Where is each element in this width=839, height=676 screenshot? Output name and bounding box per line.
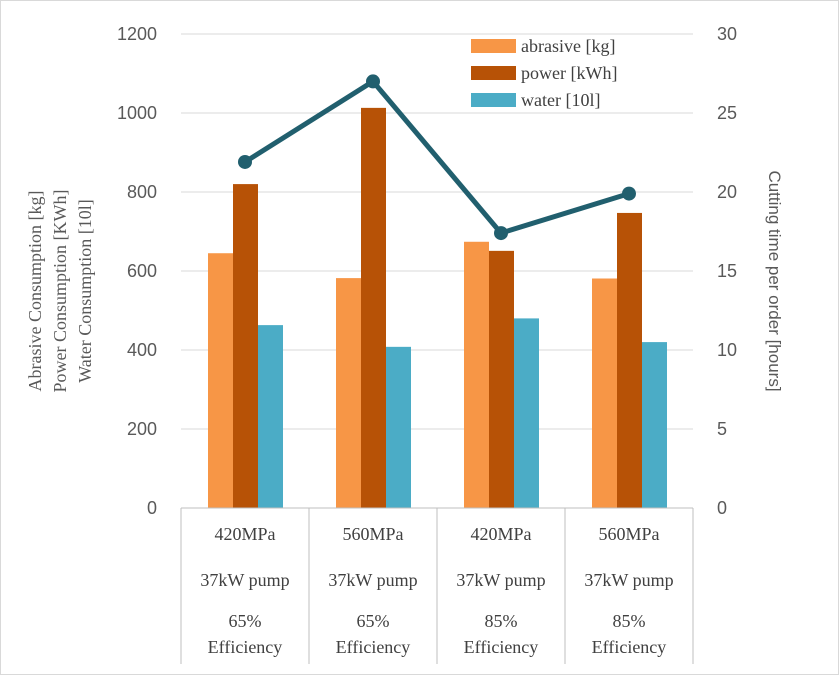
bar-water	[386, 346, 411, 508]
bar-power	[361, 107, 386, 509]
cutting-time-line	[243, 78, 630, 236]
legend-label: water [10l]	[521, 90, 600, 110]
cutting-time-point	[238, 154, 252, 169]
bar-power	[617, 212, 642, 508]
bar-water	[258, 325, 283, 508]
category-label: 65%	[357, 611, 390, 631]
category-label: Efficiency	[208, 637, 283, 657]
category-labels: 420MPa 37kW pump 65% Efficiency 560MPa 37kW p…	[180, 508, 694, 664]
legend-swatch	[471, 93, 516, 107]
cutting-time-point	[366, 74, 380, 89]
y2-tick-label: 25	[717, 103, 737, 123]
category-label: Efficiency	[336, 637, 411, 657]
category-label: 560MPa	[598, 524, 659, 544]
y-tick-label: 1000	[117, 103, 157, 123]
line-series	[238, 74, 636, 241]
category-label: 37kW pump	[456, 570, 545, 590]
cutting-time-point	[494, 226, 508, 241]
category-label: 85%	[485, 611, 518, 631]
y2-tick-label: 10	[717, 340, 737, 360]
category-label: 37kW pump	[200, 570, 289, 590]
y-tick-label: 600	[127, 261, 157, 281]
category-label: Efficiency	[592, 637, 667, 657]
bar-abrasive	[592, 278, 617, 508]
legend-label: power [kWh]	[521, 63, 617, 83]
y-tick-label: 200	[127, 419, 157, 439]
bar-water	[514, 318, 539, 508]
bar-power	[233, 184, 258, 508]
category-label: 420MPa	[470, 524, 531, 544]
y2-axis-title: Cutting time per order [hours]	[765, 170, 784, 391]
y2-tick-label: 0	[717, 498, 727, 518]
y-tick-label: 800	[127, 182, 157, 202]
y-axis-title: Abrasive Consumption [kg]	[25, 191, 45, 392]
cutting-time-point	[622, 186, 636, 201]
y-tick-label: 0	[147, 498, 157, 518]
y-tick-label: 400	[127, 340, 157, 360]
category-label: 420MPa	[214, 524, 275, 544]
legend-swatch	[471, 39, 516, 53]
category-label: 85%	[613, 611, 646, 631]
bars	[208, 107, 667, 509]
y2-tick-label: 5	[717, 419, 727, 439]
category-label: Efficiency	[464, 637, 539, 657]
legend-swatch	[471, 66, 516, 80]
y-axis-title: Power Consumption [KWh]	[50, 190, 70, 393]
bar-abrasive	[208, 253, 233, 508]
bar-abrasive	[464, 241, 489, 508]
axes: 0 200 400 600 800 1000 1200 0 5 10 15 20 25 30 Abrasiv…	[25, 24, 784, 518]
category-label: 37kW pump	[584, 570, 673, 590]
legend-label: abrasive [kg]	[521, 36, 615, 56]
legend: abrasive [kg] power [kWh] water [10l]	[471, 36, 617, 110]
y2-tick-label: 20	[717, 182, 737, 202]
bar-power	[489, 250, 514, 509]
bar-water	[642, 342, 667, 508]
y2-tick-label: 15	[717, 261, 737, 281]
bar-abrasive	[336, 278, 361, 508]
y-tick-label: 1200	[117, 24, 157, 44]
category-label: 560MPa	[342, 524, 403, 544]
category-label: 65%	[229, 611, 262, 631]
y-axis-title: Water Consumption [10l]	[75, 199, 95, 383]
category-label: 37kW pump	[328, 570, 417, 590]
y2-tick-label: 30	[717, 24, 737, 44]
